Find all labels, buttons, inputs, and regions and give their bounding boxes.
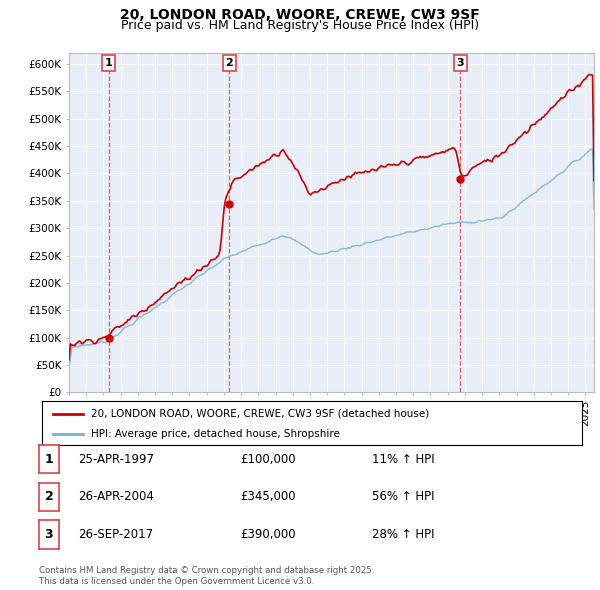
Text: Contains HM Land Registry data © Crown copyright and database right 2025.
This d: Contains HM Land Registry data © Crown c… bbox=[39, 566, 374, 586]
Text: 2: 2 bbox=[44, 490, 53, 503]
Text: 28% ↑ HPI: 28% ↑ HPI bbox=[372, 528, 434, 541]
Text: 20, LONDON ROAD, WOORE, CREWE, CW3 9SF: 20, LONDON ROAD, WOORE, CREWE, CW3 9SF bbox=[120, 8, 480, 22]
Text: HPI: Average price, detached house, Shropshire: HPI: Average price, detached house, Shro… bbox=[91, 430, 340, 440]
Text: £345,000: £345,000 bbox=[240, 490, 296, 503]
Text: 2: 2 bbox=[226, 58, 233, 68]
Text: 25-APR-1997: 25-APR-1997 bbox=[78, 453, 154, 466]
Text: £390,000: £390,000 bbox=[240, 528, 296, 541]
Text: Price paid vs. HM Land Registry's House Price Index (HPI): Price paid vs. HM Land Registry's House … bbox=[121, 19, 479, 32]
Text: £100,000: £100,000 bbox=[240, 453, 296, 466]
Text: 20, LONDON ROAD, WOORE, CREWE, CW3 9SF (detached house): 20, LONDON ROAD, WOORE, CREWE, CW3 9SF (… bbox=[91, 409, 429, 418]
Text: 11% ↑ HPI: 11% ↑ HPI bbox=[372, 453, 434, 466]
Text: 3: 3 bbox=[44, 528, 53, 541]
Text: 26-APR-2004: 26-APR-2004 bbox=[78, 490, 154, 503]
Text: 1: 1 bbox=[105, 58, 113, 68]
Text: 3: 3 bbox=[457, 58, 464, 68]
Text: 56% ↑ HPI: 56% ↑ HPI bbox=[372, 490, 434, 503]
Text: 26-SEP-2017: 26-SEP-2017 bbox=[78, 528, 153, 541]
Text: 1: 1 bbox=[44, 453, 53, 466]
